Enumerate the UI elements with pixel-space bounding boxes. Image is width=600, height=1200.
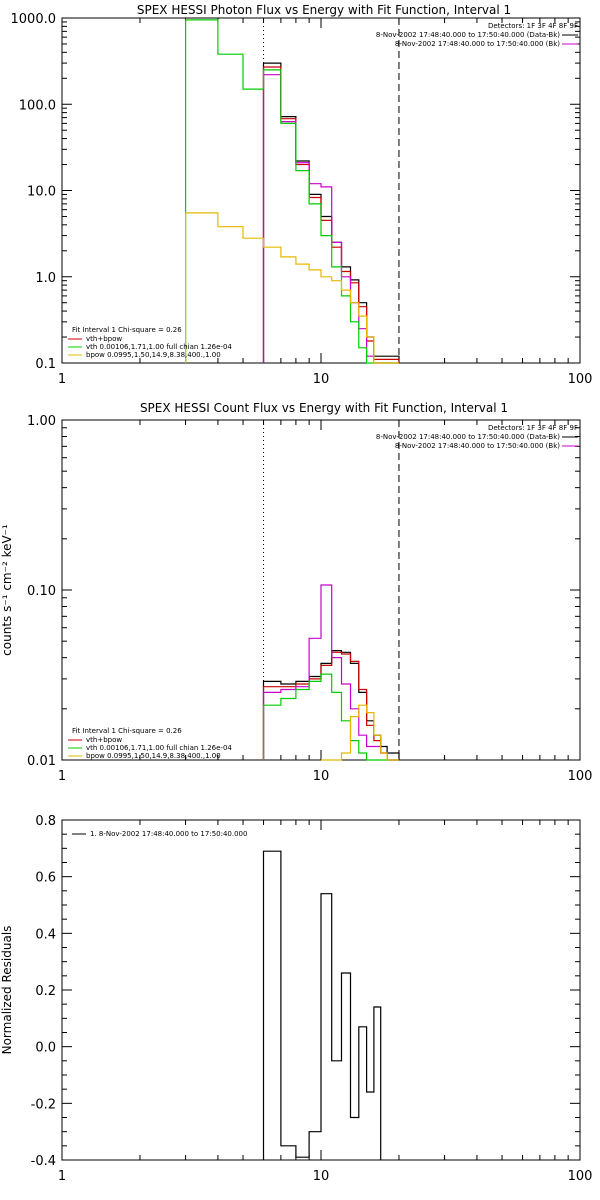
panel1-x-tick-label: 10 xyxy=(313,372,330,387)
panel2-ticks xyxy=(62,420,580,760)
histogram-series-line xyxy=(262,651,399,761)
panel1-fit-text: vth 0.00106,1.71,1.00 full chian 1.26e-0… xyxy=(86,343,232,351)
panel1-y-tick-label: 100.0 xyxy=(19,98,56,113)
panel3-tick-labels: 1 10 100 -0.4 -0.2 0.0 0.2 0.4 0.6 0.8 xyxy=(31,814,593,1184)
panel1-time-text: 8-Nov-2002 17:48:40.000 to 17:50:40.000 … xyxy=(376,31,560,39)
panel3-series xyxy=(262,850,382,1160)
panel1-title: SPEX HESSI Photon Flux vs Energy with Fi… xyxy=(137,3,511,17)
panel3-x-tick-label: 100 xyxy=(568,1169,593,1184)
panel3-y-tick-label: 0.0 xyxy=(35,1041,56,1056)
panel3-y-axis-label: Normalized Residuals xyxy=(0,926,14,1055)
panel3-x-tick-label: 10 xyxy=(313,1169,330,1184)
panel3-y-tick-label: -0.2 xyxy=(31,1097,56,1112)
panel3-legend-text: 1. 8-Nov-2002 17:48:40.000 to 17:50:40.0… xyxy=(90,830,247,838)
panel2-series xyxy=(262,584,400,761)
panel2-x-tick-label: 100 xyxy=(568,769,593,784)
panel2-fit-text: bpow 0.0995,1.50,14.9,8.38,400.,1.00 xyxy=(86,752,221,760)
panel3-x-tick-label: 1 xyxy=(58,1169,66,1184)
panel2-time-text: 8-Nov-2002 17:48:40.000 to 17:50:40.000 … xyxy=(395,442,560,450)
histogram-series-line xyxy=(185,212,399,364)
panel3-y-tick-label: 0.4 xyxy=(35,927,56,942)
panel2-y-tick-label: 1.00 xyxy=(27,414,56,429)
panel1-fit-text: Fit Interval 1 Chi-square = 0.26 xyxy=(72,326,182,334)
panel2-y-tick-label: 0.10 xyxy=(27,584,56,599)
panel2-fit-text: vth+bpow xyxy=(86,736,122,744)
panel1-x-tick-label: 100 xyxy=(568,372,593,387)
panel1-y-tick-label: 1.0 xyxy=(35,271,56,286)
histogram-series-line xyxy=(185,19,399,364)
panel1-info: Detectors: 1F 3F 4F 8F 9F 8-Nov-2002 17:… xyxy=(68,22,578,359)
panel1-series xyxy=(185,19,400,364)
panel2-fit-range-lines xyxy=(263,420,400,760)
panel3-y-tick-label: 0.6 xyxy=(35,871,56,886)
panel3-ticks xyxy=(62,819,580,1161)
panel1-time-text: 8-Nov-2002 17:48:40.000 to 17:50:40.000 … xyxy=(395,40,560,48)
panel2-info: Detectors: 1F 3F 4F 8F 9F 8-Nov-2002 17:… xyxy=(68,424,578,760)
photon-flux-panel: SPEX HESSI Photon Flux vs Energy with Fi… xyxy=(11,3,593,387)
histogram-series-line xyxy=(262,673,399,761)
panel3-y-tick-label: -0.4 xyxy=(31,1154,56,1169)
panel2-time-text: 8-Nov-2002 17:48:40.000 to 17:50:40.000 … xyxy=(376,433,560,441)
panel1-fit-text: vth+bpow xyxy=(86,335,122,343)
panel2-tick-labels: 1 10 100 0.01 0.10 1.00 xyxy=(27,414,592,784)
residuals-panel: Normalized Residuals 1 10 100 -0.4 -0.2 … xyxy=(0,814,592,1184)
panel1-detectors-text: Detectors: 1F 3F 4F 8F 9F xyxy=(488,22,578,30)
panel2-detectors-text: Detectors: 1F 3F 4F 8F 9F xyxy=(488,424,578,432)
panel1-x-tick-label: 1 xyxy=(58,372,66,387)
panel2-x-tick-label: 1 xyxy=(58,769,66,784)
panel1-y-tick-label: 1000.0 xyxy=(11,12,57,27)
panel3-y-tick-label: 0.2 xyxy=(35,984,56,999)
panel2-x-tick-label: 10 xyxy=(313,769,330,784)
panel2-title: SPEX HESSI Count Flux vs Energy with Fit… xyxy=(140,401,508,415)
panel2-y-axis-label: counts s⁻¹ cm⁻² keV⁻¹ xyxy=(0,524,14,656)
panel1-y-tick-label: 10.0 xyxy=(27,185,56,200)
panel2-fit-text: vth 0.00106,1.71,1.00 full chian 1.26e-0… xyxy=(86,744,232,752)
panel1-fit-text: bpow 0.0995,1.50,14.9,8.38,400.,1.00 xyxy=(86,351,221,359)
panel2-fit-text: Fit Interval 1 Chi-square = 0.26 xyxy=(72,727,182,735)
panel3-y-tick-label: 0.8 xyxy=(35,814,56,829)
panel1-y-tick-label: 0.1 xyxy=(35,357,56,372)
panel2-y-tick-label: 0.01 xyxy=(27,754,56,769)
panel1-tick-labels: 1 10 100 0.1 1.0 10.0 100.0 1000.0 xyxy=(11,12,593,387)
count-flux-panel: SPEX HESSI Count Flux vs Energy with Fit… xyxy=(0,401,592,784)
histogram-series-line xyxy=(321,704,399,761)
panel3-legend: 1. 8-Nov-2002 17:48:40.000 to 17:50:40.0… xyxy=(72,830,247,838)
histogram-series-line xyxy=(262,850,382,1160)
